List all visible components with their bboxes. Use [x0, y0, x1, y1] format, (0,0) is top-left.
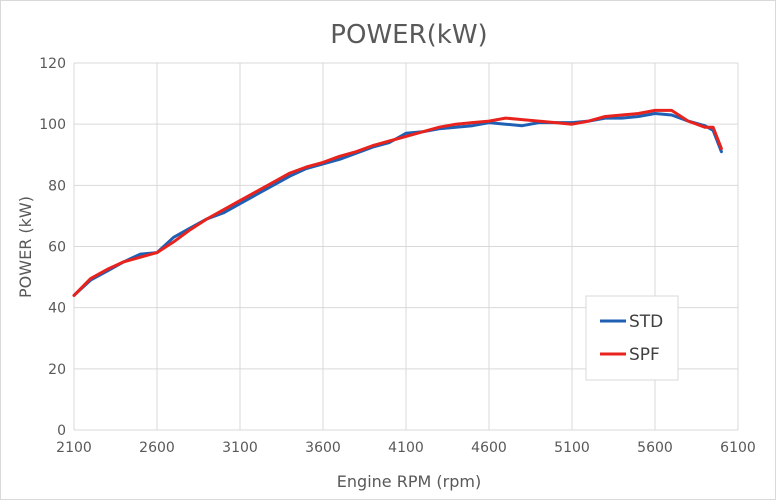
legend-box [585, 295, 679, 381]
series-line-std [72, 112, 723, 297]
y-tick-label: 20 [48, 362, 66, 378]
x-tick-label: 4600 [471, 440, 507, 456]
y-tick-label: 80 [48, 178, 66, 194]
x-tick-label: 2100 [56, 440, 92, 456]
x-tick-label: 6100 [720, 440, 756, 456]
x-axis-label: Engine RPM (rpm) [337, 472, 481, 491]
x-tick-label: 4100 [388, 440, 424, 456]
y-axis-label: POWER (kW) [16, 196, 35, 298]
legend-label-spf: SPF [629, 345, 660, 365]
tick-labels: 2100 2600 3100 3600 4100 4600 5100 5600 6100 0 20 4… [39, 56, 756, 456]
y-tick-label: 100 [39, 117, 66, 133]
x-tick-label: 5600 [637, 440, 673, 456]
chart-title: POWER(kW) [330, 20, 487, 50]
y-tick-label: 60 [48, 240, 66, 256]
y-tick-label: 120 [39, 56, 66, 72]
series-lines [72, 108, 723, 297]
series-line-spf [72, 108, 723, 297]
x-tick-label: 5100 [554, 440, 590, 456]
x-tick-label: 3600 [305, 440, 341, 456]
grid [73, 62, 739, 431]
x-tick-label: 2600 [139, 440, 175, 456]
legend: STD SPF [585, 295, 679, 381]
y-tick-label: 40 [48, 301, 66, 317]
legend-label-std: STD [629, 312, 663, 332]
x-tick-label: 3100 [222, 440, 258, 456]
y-tick-label: 0 [57, 423, 66, 439]
